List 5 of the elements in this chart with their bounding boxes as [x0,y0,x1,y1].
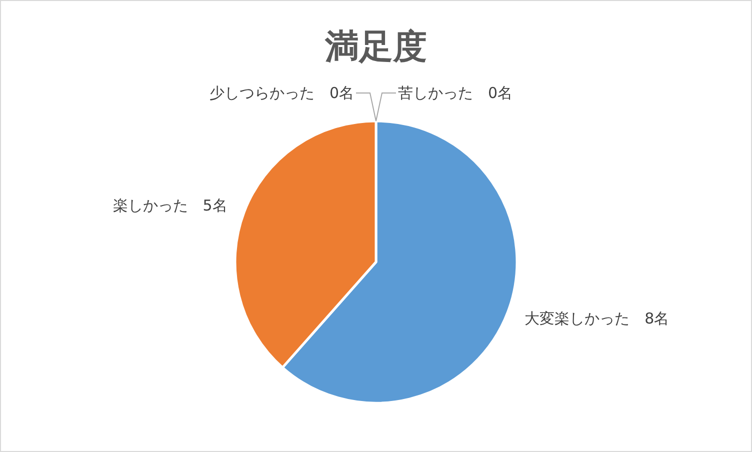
category-label: 苦しかった 0名 [398,84,513,102]
slice-label: 大変楽しかった 8名 [524,309,670,328]
chart-title: 満足度 [324,27,427,67]
slice-label: 楽しかった 5名 [112,196,228,215]
category-label: 少しつらかった 0名 [209,84,354,102]
